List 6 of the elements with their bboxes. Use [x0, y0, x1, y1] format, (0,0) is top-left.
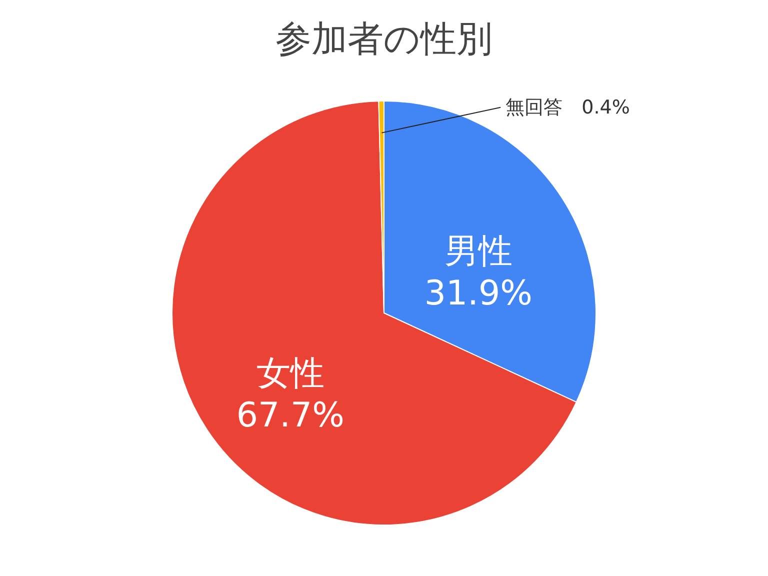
data-label: 67.7% — [236, 395, 344, 436]
slice-label: 無回答 0.4% — [506, 96, 630, 118]
chart-title: 参加者の性別 — [276, 19, 492, 60]
data-label: 31.9% — [424, 274, 532, 314]
slice-label: 男性 — [444, 232, 512, 272]
slice-label: 女性 — [256, 353, 324, 394]
